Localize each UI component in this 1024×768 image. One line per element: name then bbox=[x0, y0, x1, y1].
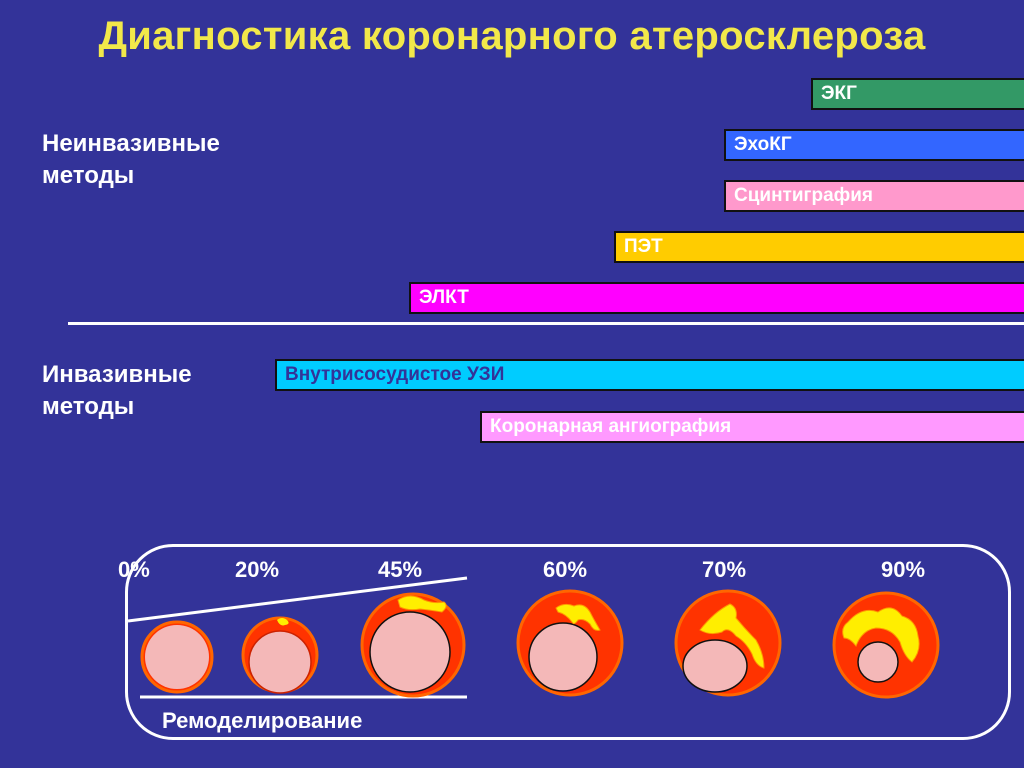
stenosis-label-70: 70% bbox=[702, 557, 747, 582]
bar-ivus-label: Внутрисосудистое УЗИ bbox=[285, 364, 505, 385]
group-divider bbox=[68, 322, 1024, 325]
stenosis-label-20: 20% bbox=[235, 557, 280, 582]
bar-ecg-label: ЭКГ bbox=[821, 83, 857, 104]
vessel-20-percent bbox=[241, 616, 319, 694]
bar-ivus: Внутрисосудистое УЗИ bbox=[275, 359, 1024, 391]
bar-coronary-angiography: Коронарная ангиография bbox=[480, 411, 1024, 443]
stenosis-panel bbox=[125, 544, 1011, 740]
noninvasive-label-line1: Неинвазивные bbox=[42, 130, 220, 157]
vessel-45-percent bbox=[360, 592, 466, 698]
bar-echocg: ЭхоКГ bbox=[724, 129, 1024, 161]
noninvasive-methods-label: Неинвазивные методы bbox=[42, 128, 220, 192]
bar-scintigraphy-label: Сцинтиграфия bbox=[734, 185, 874, 206]
vessel-0-percent bbox=[140, 620, 214, 694]
bar-echocg-label: ЭхоКГ bbox=[734, 134, 792, 155]
vessel-70-percent bbox=[674, 589, 782, 697]
noninvasive-label-line2: методы bbox=[42, 162, 135, 189]
bar-ebct-label: ЭЛКТ bbox=[419, 287, 469, 308]
stenosis-label-90: 90% bbox=[881, 557, 926, 582]
remodeling-slope-line bbox=[127, 576, 468, 623]
remodeling-label: Ремоделирование bbox=[162, 708, 363, 733]
bar-ecg: ЭКГ bbox=[811, 78, 1024, 110]
page-title: Диагностика коронарного атеросклероза bbox=[98, 14, 926, 58]
stenosis-label-45: 45% bbox=[378, 557, 423, 582]
stenosis-label-60: 60% bbox=[543, 557, 588, 582]
vessel-60-percent bbox=[516, 589, 624, 697]
bar-pet: ПЭТ bbox=[614, 231, 1024, 263]
bar-pet-label: ПЭТ bbox=[624, 236, 663, 257]
stenosis-label-0: 0% bbox=[118, 557, 150, 582]
invasive-label-line1: Инвазивные bbox=[42, 361, 192, 388]
bar-scintigraphy: Сцинтиграфия bbox=[724, 180, 1024, 212]
vessel-90-percent bbox=[832, 591, 940, 699]
bar-coronary-angiography-label: Коронарная ангиография bbox=[490, 416, 732, 437]
invasive-label-line2: методы bbox=[42, 393, 135, 420]
bar-ebct: ЭЛКТ bbox=[409, 282, 1024, 314]
invasive-methods-label: Инвазивные методы bbox=[42, 359, 192, 423]
